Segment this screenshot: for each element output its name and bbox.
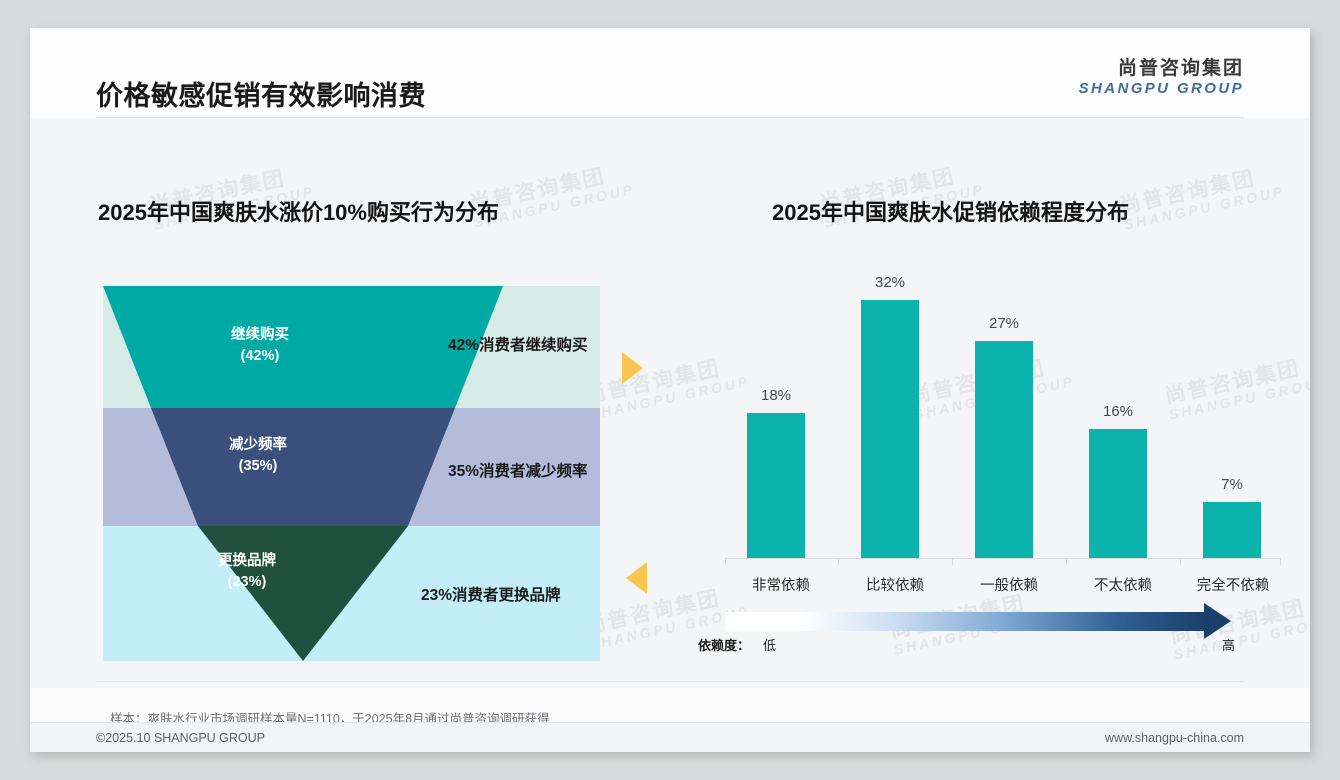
legend-high-label: 高: [1222, 638, 1236, 653]
left-chart-title: 2025年中国爽肤水涨价10%购买行为分布: [98, 200, 499, 225]
right-chart-title: 2025年中国爽肤水促销依赖程度分布: [772, 200, 1129, 225]
funnel-band-reduce-text: 35%消费者减少频率: [448, 463, 588, 480]
logo-english-text: SHANGPU GROUP: [1078, 79, 1244, 97]
slide-header: 价格敏感促销有效影响消费 尚普咨询集团 SHANGPU GROUP: [30, 28, 1310, 118]
x-axis-label-not-dependent: 完全不依赖: [1196, 578, 1270, 594]
slide-body: 尚普咨询集团 SHANGPU GROUP 尚普咨询集团 SHANGPU GROUP …: [30, 118, 1310, 688]
website-link[interactable]: www.shangpu-china.com: [1105, 731, 1244, 745]
bar-value-label: 18%: [760, 387, 792, 404]
bar-value-label: 27%: [988, 314, 1020, 332]
dependency-gradient-legend: 依赖度： 低 高: [670, 601, 1310, 671]
funnel-band-switch-text: 23%消费者更换品牌: [421, 587, 561, 604]
bar-fairly-dependent[interactable]: [861, 300, 919, 558]
header-divider: [96, 117, 1244, 118]
x-axis-label-fairly-dependent: 比较依赖: [866, 578, 924, 594]
logo-chinese-text: 尚普咨询集团: [1117, 58, 1244, 79]
x-axis-label-average-dependent: 一般依赖: [980, 578, 1038, 594]
slide-card: 价格敏感促销有效影响消费 尚普咨询集团 SHANGPU GROUP 尚普咨询集团…: [30, 28, 1310, 752]
bar-value-label: 32%: [874, 274, 906, 292]
legend-low-label: 低: [763, 638, 777, 653]
bar-chart: 2025年中国爽肤水促销依赖程度分布 18% 32% 27% 16% 7% 非常…: [670, 118, 1310, 688]
x-axis-label-very-dependent: 非常依赖: [752, 578, 810, 594]
funnel-shape: [103, 286, 503, 661]
funnel-band-continue-text: 42%消费者继续购买: [448, 337, 588, 354]
page-title: 价格敏感促销有效影响消费: [96, 81, 426, 111]
funnel-segment-switch-label: 更换品牌 (23%): [218, 553, 276, 591]
brand-logo: 尚普咨询集团 SHANGPU GROUP: [1079, 58, 1244, 97]
funnel-segment-continue[interactable]: [103, 286, 503, 408]
triangle-right-icon: [622, 352, 643, 384]
triangle-left-icon: [626, 562, 647, 594]
bar-value-label: 16%: [1102, 403, 1134, 421]
legend-title: 依赖度：: [698, 638, 751, 653]
x-axis-line: [725, 558, 1280, 559]
footnote-divider: [96, 681, 1244, 682]
bar-very-dependent[interactable]: [747, 413, 805, 558]
slide-footer: ©2025.10 SHANGPU GROUP www.shangpu-china…: [30, 722, 1310, 752]
funnel-segment-switch[interactable]: [198, 526, 408, 661]
funnel-segment-reduce[interactable]: [151, 408, 455, 526]
bar-chart-plot: [725, 268, 1280, 558]
funnel-segment-reduce-label: 减少频率 (35%): [229, 437, 287, 475]
funnel-chart: 2025年中国爽肤水涨价10%购买行为分布 继续购买 (42%) 减少频率 (3…: [30, 118, 670, 688]
gradient-bar: [725, 612, 1205, 631]
copyright-text: ©2025.10 SHANGPU GROUP: [96, 731, 265, 745]
bar-value-label: 7%: [1221, 475, 1243, 493]
x-axis-label-less-dependent: 不太依赖: [1094, 578, 1152, 594]
bar-less-dependent[interactable]: [1089, 429, 1147, 558]
arrow-right-icon: [1204, 603, 1231, 639]
bar-average-dependent[interactable]: [975, 340, 1033, 558]
bar-not-dependent[interactable]: [1203, 501, 1261, 558]
funnel-segment-continue-label: 继续购买 (42%): [231, 327, 289, 365]
